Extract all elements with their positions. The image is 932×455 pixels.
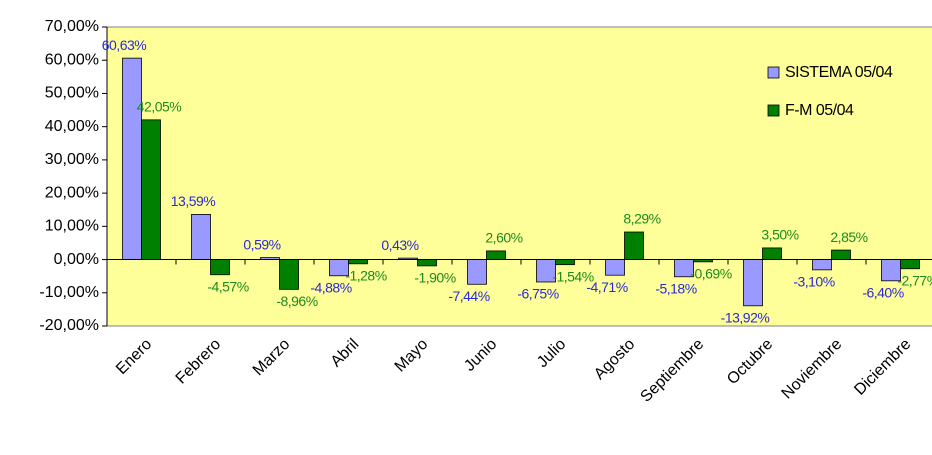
bar [210, 259, 230, 276]
x-tick-label: Junio [461, 336, 500, 375]
y-tick-label: -20,00% [39, 317, 99, 334]
y-tick-label: 60,00% [45, 51, 99, 68]
data-label: -4,71% [586, 279, 627, 295]
bar [555, 259, 575, 266]
bar [467, 259, 487, 285]
y-tick-label: 40,00% [45, 118, 99, 135]
y-tick-label: 10,00% [45, 218, 99, 235]
x-tick-label: Diciembre [851, 336, 914, 399]
bar [122, 57, 142, 260]
data-label: -7,44% [448, 288, 489, 304]
data-label: 42,05% [137, 99, 182, 115]
bar [141, 119, 161, 260]
x-tick-label: Abril [328, 336, 363, 371]
bar [812, 259, 832, 271]
data-label: -5,18% [655, 280, 696, 296]
data-label: -1,54% [552, 268, 593, 284]
data-label: -4,88% [310, 279, 351, 295]
bar [348, 259, 368, 265]
legend-label: F-M 05/04 [785, 102, 854, 119]
data-label: -6,75% [517, 286, 558, 302]
data-label: 0,43% [381, 237, 418, 253]
data-label: -1,90% [414, 270, 455, 286]
bar [831, 249, 851, 260]
x-tick-label: Enero [113, 336, 155, 378]
data-label: -3,10% [793, 274, 834, 290]
bar [486, 250, 506, 260]
bar [900, 259, 920, 270]
data-label: -2,77% [897, 272, 932, 288]
bar [743, 259, 763, 307]
data-label: 8,29% [623, 211, 660, 227]
bar [605, 259, 625, 276]
legend-label: SISTEMA 05/04 [785, 64, 893, 81]
data-label: 13,59% [171, 193, 216, 209]
y-tick-label: 50,00% [45, 85, 99, 102]
x-tick-label: Agosto [591, 336, 638, 383]
x-tick-label: Julio [534, 336, 569, 371]
bar [417, 259, 437, 267]
data-label: -8,96% [276, 293, 317, 309]
y-tick-label: -10,00% [39, 284, 99, 301]
y-tick-label: 20,00% [45, 184, 99, 201]
y-tick-label: 70,00% [45, 18, 99, 35]
x-tick-label: Septiembre [637, 336, 707, 406]
x-tick-label: Octubre [724, 336, 776, 388]
data-label: 3,50% [761, 227, 798, 243]
data-label: -0,69% [690, 266, 731, 282]
legend-swatch [767, 66, 780, 79]
data-label: 2,85% [830, 229, 867, 245]
bar [191, 214, 211, 260]
bar [762, 247, 782, 260]
x-tick-label: Noviembre [779, 336, 846, 403]
data-label: 60,63% [102, 37, 147, 53]
bar [624, 231, 644, 260]
y-tick-label: 0,00% [54, 251, 99, 268]
x-tick-label: Mayo [392, 336, 432, 376]
plot-area [106, 26, 932, 327]
data-label: 2,60% [485, 230, 522, 246]
y-tick-label: 30,00% [45, 151, 99, 168]
bar [279, 259, 299, 290]
data-label: -1,28% [345, 268, 386, 284]
data-label: -6,40% [862, 285, 903, 301]
x-tick-label: Febrero [173, 336, 225, 388]
x-tick-label: Marzo [250, 336, 294, 380]
legend-swatch [767, 104, 780, 117]
data-label: 0,59% [243, 236, 280, 252]
data-label: -13,92% [721, 310, 770, 326]
data-label: -4,57% [207, 278, 248, 294]
